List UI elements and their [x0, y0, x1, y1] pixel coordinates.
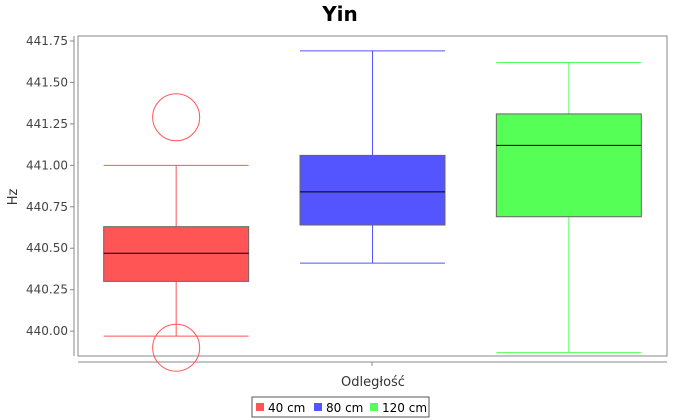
y-tick-label: 440.00 [26, 324, 68, 338]
legend-swatch [314, 403, 322, 411]
legend-swatch [256, 403, 264, 411]
box-40-cm [103, 93, 250, 372]
y-tick-label: 441.00 [26, 158, 68, 172]
y-axis: 440.00 440.25 440.50 440.75 441.00 441.25 441.… [26, 34, 75, 356]
legend-swatch [370, 403, 378, 411]
y-axis-label: Hz [6, 189, 21, 206]
box-iqr [495, 113, 642, 218]
legend-item-label: 40 cm [268, 401, 305, 415]
x-axis-label: Odległość [341, 375, 405, 390]
box-iqr [299, 154, 446, 226]
y-tick-label: 441.25 [26, 117, 68, 131]
legend: 40 cm 80 cm 120 cm [251, 396, 430, 418]
outlier-marker [152, 93, 201, 142]
y-tick-label: 440.25 [26, 283, 68, 297]
box-80-cm [299, 50, 446, 264]
y-tick-label: 441.75 [26, 34, 68, 48]
outlier-marker [152, 323, 201, 372]
chart-title: Yin [321, 2, 358, 26]
legend-item-label: 120 cm [382, 401, 427, 415]
legend-frame [251, 396, 430, 418]
box-series-group [103, 50, 642, 372]
y-tick-label: 441.50 [26, 75, 68, 89]
y-tick-label: 440.50 [26, 241, 68, 255]
box-120-cm [495, 62, 642, 354]
x-axis [78, 361, 667, 366]
box-iqr [103, 226, 250, 282]
legend-item-label: 80 cm [326, 401, 363, 415]
y-tick-label: 440.75 [26, 200, 68, 214]
